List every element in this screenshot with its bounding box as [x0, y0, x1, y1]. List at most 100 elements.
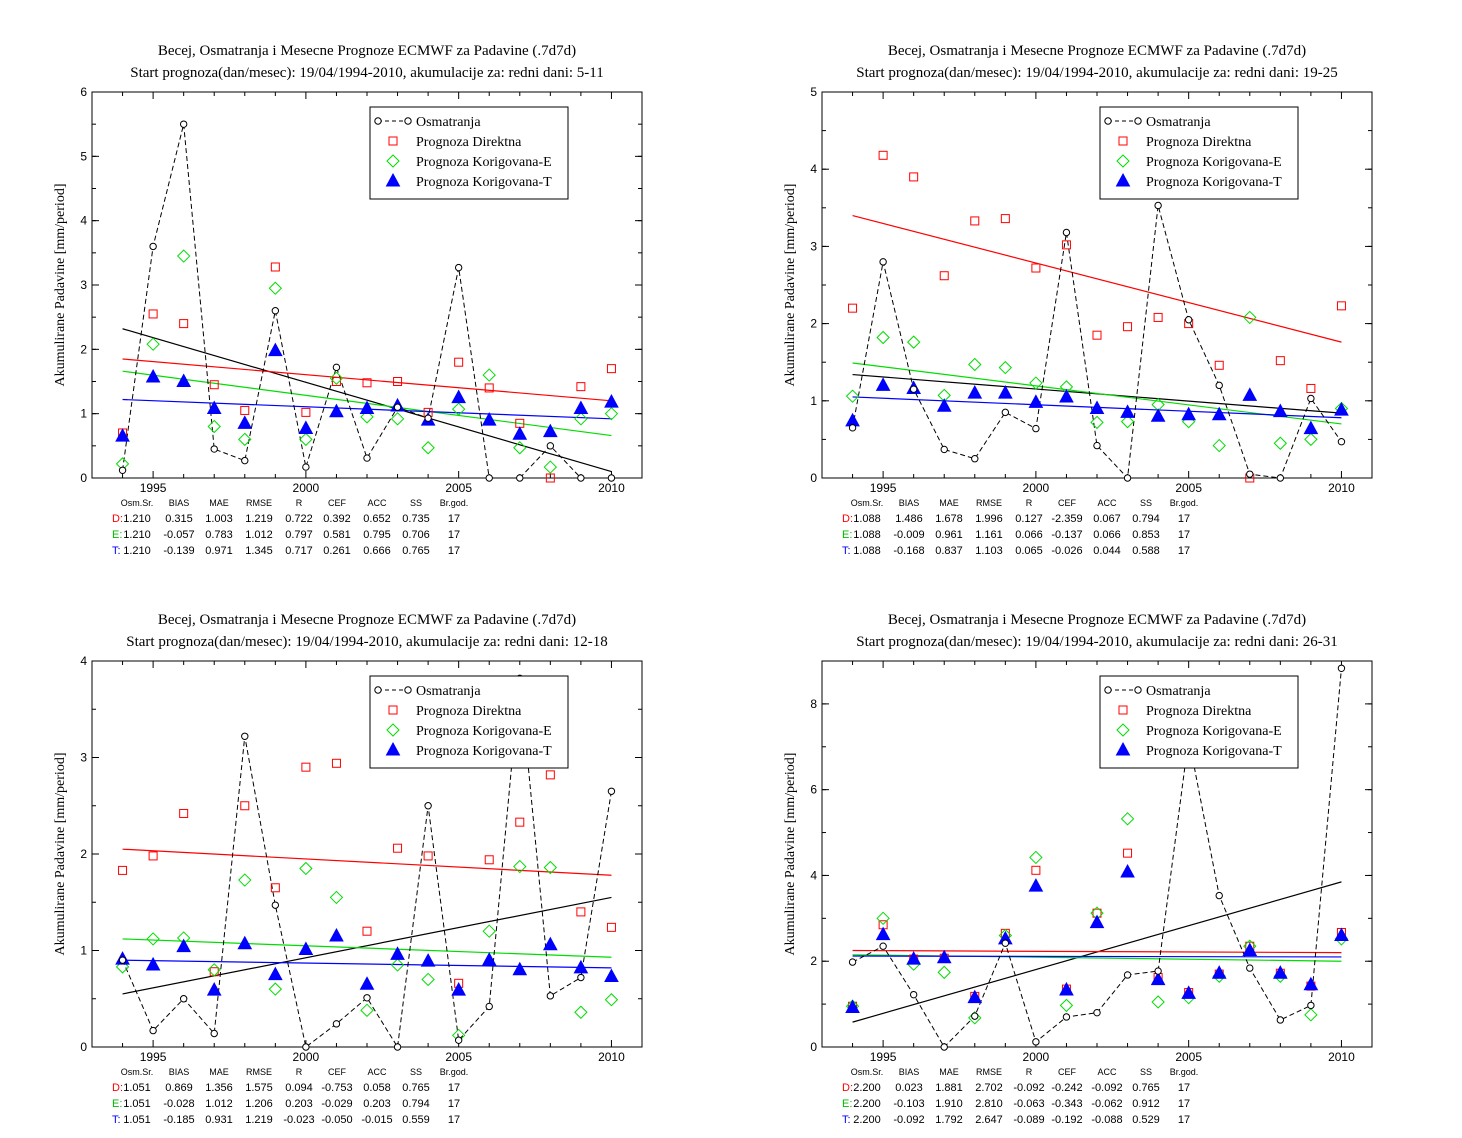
- data-point: [1212, 438, 1226, 453]
- data-point: [298, 941, 314, 956]
- y-tick-label: 4: [80, 654, 87, 668]
- stats-value: 1.161: [975, 529, 1003, 541]
- data-point: [1214, 360, 1224, 370]
- data-point: [454, 357, 464, 367]
- legend-label: Prognoza Korigovana-T: [416, 744, 552, 759]
- data-point: [267, 342, 283, 357]
- data-point: [390, 412, 405, 426]
- legend-marker: [1134, 117, 1142, 125]
- stats-header: Osm.Sr.: [851, 1067, 884, 1077]
- data-point: [148, 309, 158, 319]
- y-tick-label: 2: [810, 317, 817, 331]
- stats-header: ACC: [367, 498, 387, 508]
- data-point: [267, 966, 283, 981]
- data-point: [362, 378, 372, 388]
- stats-value: 1.486: [895, 513, 923, 525]
- y-tick-label: 5: [810, 85, 817, 99]
- data-point: [332, 1020, 341, 1028]
- stats-row-label: D:: [842, 1082, 853, 1094]
- data-point: [176, 373, 192, 387]
- stats-header: SS: [410, 1067, 422, 1077]
- data-point: [1123, 322, 1133, 332]
- data-point: [848, 303, 858, 313]
- data-point: [1120, 863, 1135, 878]
- stats-header: ACC: [1097, 498, 1117, 508]
- stats-value: 1.575: [245, 1082, 273, 1094]
- data-point: [207, 963, 221, 977]
- x-tick-label: 2005: [1175, 481, 1202, 495]
- data-point: [1307, 1001, 1315, 1010]
- y-tick-label: 3: [80, 751, 87, 765]
- data-point: [390, 958, 405, 972]
- stats-value: 0.837: [935, 545, 963, 557]
- data-point: [1001, 939, 1010, 947]
- data-point: [149, 242, 157, 251]
- stats-header: Br.god.: [440, 498, 469, 508]
- data-point: [1089, 400, 1105, 415]
- data-point: [513, 441, 527, 455]
- stats-value: -0.242: [1051, 1082, 1082, 1094]
- stats-value: -0.023: [283, 1114, 314, 1126]
- data-point: [271, 307, 280, 315]
- data-point: [906, 335, 921, 349]
- data-point: [1276, 1016, 1285, 1024]
- legend-marker: [1115, 741, 1131, 756]
- stats-value: 1.210: [123, 545, 151, 557]
- data-point: [604, 394, 619, 408]
- stats-header: CEF: [1058, 498, 1077, 508]
- x-tick-label: 2000: [293, 1050, 320, 1064]
- data-point: [1059, 388, 1074, 403]
- y-tick-label: 8: [810, 697, 817, 711]
- stats-value: 1.012: [245, 529, 273, 541]
- stats-value: -0.050: [321, 1114, 352, 1126]
- stats-value: -0.343: [1051, 1098, 1082, 1110]
- stats-value: 0.529: [1132, 1114, 1160, 1126]
- data-point: [1029, 850, 1043, 865]
- data-point: [845, 389, 860, 403]
- stats-value: 0.261: [323, 545, 351, 557]
- stats-value: 0.044: [1093, 545, 1121, 557]
- stats-value: 1.088: [853, 513, 881, 525]
- stats-value: 1.088: [853, 545, 881, 557]
- data-point: [206, 982, 222, 996]
- legend-box: [369, 675, 569, 769]
- data-point: [209, 967, 219, 977]
- y-tick-label: 4: [80, 214, 87, 228]
- data-point: [271, 901, 280, 909]
- data-point: [1031, 263, 1041, 273]
- trend-line: [852, 214, 1342, 343]
- data-point: [939, 271, 949, 281]
- data-point: [241, 732, 249, 740]
- stats-header: R: [296, 1067, 303, 1077]
- legend-marker: [388, 136, 398, 146]
- data-point: [1123, 848, 1133, 858]
- data-point: [268, 982, 283, 996]
- data-point: [1215, 891, 1223, 900]
- chart-title: Becej, Osmatranja i Mesecne Prognoze ECM…: [158, 612, 576, 628]
- data-point: [546, 992, 555, 1000]
- data-point: [451, 402, 466, 416]
- trend-line: [122, 328, 612, 473]
- data-point: [1154, 201, 1162, 210]
- legend-marker: [1116, 723, 1130, 737]
- stats-header: R: [1026, 1067, 1033, 1077]
- data-point: [845, 999, 860, 1014]
- trend-line: [122, 938, 612, 958]
- stats-value: 2.200: [853, 1114, 881, 1126]
- chart-panel: Becej, Osmatranja i Mesecne Prognoze ECM…: [783, 43, 1373, 557]
- data-point: [179, 319, 189, 329]
- y-tick-label: 6: [810, 783, 817, 797]
- data-point: [1120, 404, 1135, 418]
- data-point: [176, 249, 191, 263]
- observation-line: [852, 205, 1342, 480]
- data-point: [1211, 406, 1227, 421]
- data-point: [1242, 387, 1258, 401]
- legend-marker: [404, 686, 412, 694]
- data-point: [454, 1036, 463, 1044]
- data-point: [240, 405, 250, 415]
- chart-subtitle: Start prognoza(dan/mesec): 19/04/1994-20…: [126, 634, 608, 650]
- stats-value: 0.127: [1015, 513, 1043, 525]
- stats-value: 0.023: [895, 1082, 923, 1094]
- observation-line: [122, 124, 612, 479]
- stats-value: 17: [448, 529, 460, 541]
